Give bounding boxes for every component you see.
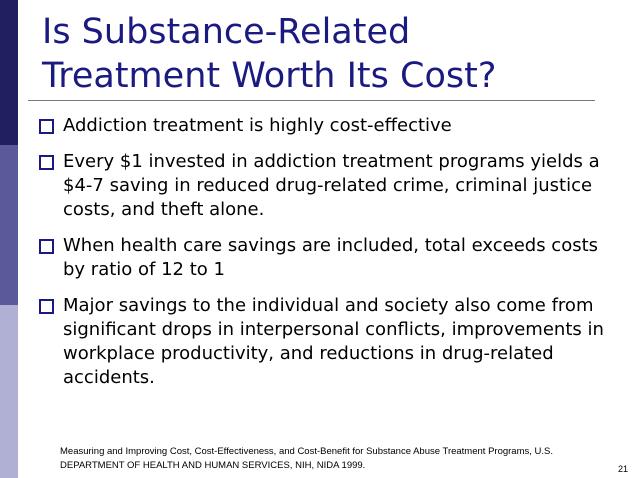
bullet-item: Major savings to the individual and soci…	[38, 294, 610, 390]
hollow-square-icon	[39, 299, 54, 314]
hollow-square-icon	[39, 239, 54, 254]
accent-bar-segment-light	[0, 305, 18, 478]
bullet-item: When health care savings are included, t…	[38, 234, 610, 282]
bullet-text: When health care savings are included, t…	[63, 235, 599, 280]
citation-line-1: Measuring and Improving Cost, Cost-Effec…	[60, 446, 554, 457]
hollow-square-icon	[39, 155, 54, 170]
left-accent-bar	[0, 0, 18, 478]
bullet-text: Addiction treatment is highly cost-effec…	[63, 115, 452, 136]
bullet-item: Addiction treatment is highly cost-effec…	[38, 114, 610, 138]
slide-title-line-1: Is Substance-Related	[42, 12, 411, 52]
bullet-item: Every $1 invested in addiction treatment…	[38, 150, 610, 222]
slide-title-line-2: Treatment Worth Its Cost?	[42, 56, 497, 96]
slide-title: Is Substance-Related Treatment Worth Its…	[42, 10, 622, 98]
bullet-text: Major savings to the individual and soci…	[63, 295, 604, 388]
bullet-text: Every $1 invested in addiction treatment…	[63, 151, 600, 220]
accent-bar-segment-dark	[0, 0, 18, 145]
title-divider	[28, 100, 595, 101]
accent-bar-segment-mid	[0, 145, 18, 305]
source-citation: Measuring and Improving Cost, Cost-Effec…	[60, 445, 600, 473]
bullet-list: Addiction treatment is highly cost-effec…	[38, 114, 610, 390]
page-number: 21	[617, 464, 628, 474]
citation-line-2: DEPARTMENT OF HEALTH AND HUMAN SERVICES,…	[60, 460, 366, 471]
hollow-square-icon	[39, 119, 54, 134]
